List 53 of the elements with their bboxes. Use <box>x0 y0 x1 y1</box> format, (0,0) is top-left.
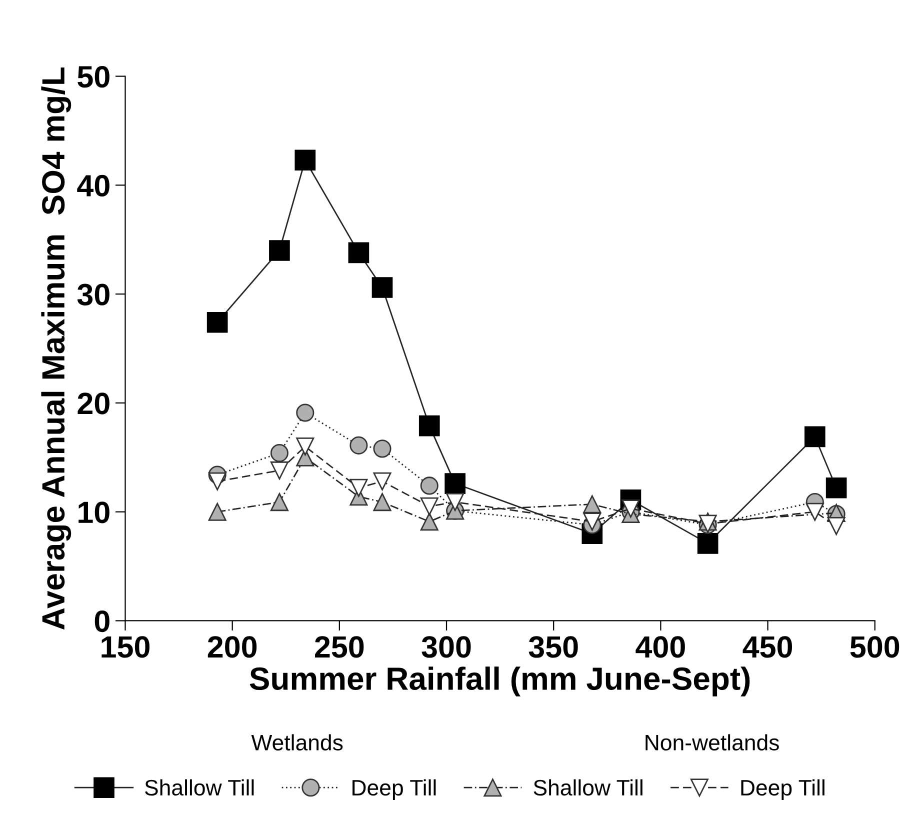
point <box>350 436 368 454</box>
point <box>583 495 602 514</box>
y-tick-label: 30 <box>77 284 110 306</box>
text: Wetlands <box>251 734 343 751</box>
x-axis-title: Summer Rainfall (mm June-Sept) <box>250 666 750 696</box>
text: Non-wetlands <box>646 734 779 751</box>
point <box>270 444 288 462</box>
y-tick-label: 10 <box>78 502 110 524</box>
y-axis-title: Average Annual Maximum SO4 mg/L <box>41 68 72 630</box>
point <box>372 277 393 298</box>
point <box>418 415 440 436</box>
point <box>827 516 846 536</box>
point <box>373 493 392 512</box>
point <box>373 472 392 490</box>
y-tick-label: 20 <box>78 392 110 414</box>
point <box>206 312 228 333</box>
point <box>622 500 640 518</box>
point <box>697 533 718 554</box>
x-tick-label: 450 <box>742 636 792 658</box>
x-tick-label: 400 <box>636 636 685 658</box>
point <box>444 473 466 494</box>
point <box>446 493 464 512</box>
point <box>270 461 288 480</box>
point <box>296 437 314 456</box>
x-tick-label: 200 <box>208 636 257 658</box>
point <box>208 472 226 490</box>
x-tick-label: 150 <box>102 636 150 658</box>
y-tick-label: 0 <box>94 610 110 632</box>
x-tick-label: 300 <box>422 636 471 658</box>
point <box>208 502 226 521</box>
point <box>420 512 438 531</box>
point <box>348 242 370 264</box>
point <box>350 478 368 497</box>
legend-label: Deep Till <box>352 779 436 800</box>
point <box>269 240 290 261</box>
point <box>804 426 826 448</box>
legend-label: Shallow Till <box>534 779 642 796</box>
legend-label: Shallow Till <box>145 779 254 796</box>
point <box>826 477 847 498</box>
point <box>806 502 824 521</box>
point <box>270 493 288 512</box>
y-tick-label: 40 <box>77 174 110 197</box>
y-tick-label: 50 <box>78 66 110 88</box>
point <box>420 497 438 516</box>
point <box>373 440 392 458</box>
x-tick-label: 250 <box>314 636 364 658</box>
point <box>296 404 314 422</box>
point <box>583 512 602 531</box>
x-tick-label: 350 <box>528 636 578 658</box>
x-tick-label: 500 <box>850 636 900 658</box>
point <box>420 476 438 495</box>
legend-label: Deep Till <box>741 779 824 800</box>
point <box>294 150 316 171</box>
